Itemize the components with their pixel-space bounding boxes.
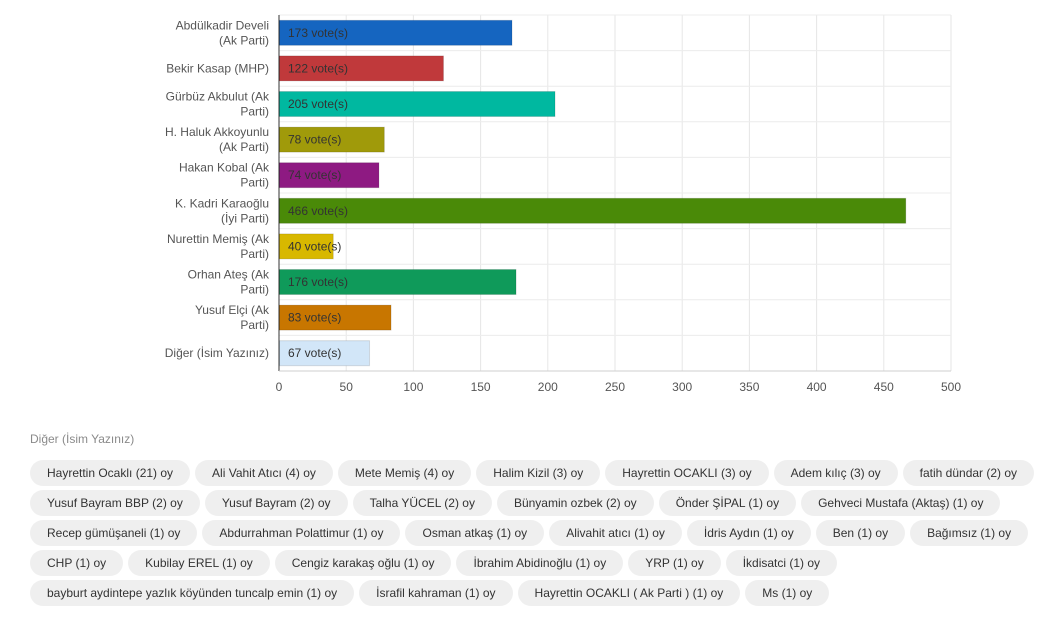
x-tick-label: 0 (276, 380, 283, 394)
other-entry-chip[interactable]: Kubilay EREL (1) oy (128, 550, 270, 576)
x-tick-label: 350 (739, 380, 759, 394)
bar (279, 91, 556, 117)
other-entry-chip[interactable]: Gehveci Mustafa (Aktaş) (1) oy (801, 490, 1001, 516)
category-label: Hakan Kobal (Ak Parti) (179, 161, 270, 190)
bar (279, 126, 385, 153)
bar-value-label: 176 vote(s) (288, 275, 348, 289)
bar (279, 197, 907, 224)
category-label: Yusuf Elçi (Ak Parti) (195, 303, 270, 332)
x-tick-label: 150 (471, 380, 491, 394)
other-entry-chip[interactable]: Hayrettin Ocaklı (21) oy (30, 460, 191, 486)
category-label: K. Kadri Karaoğlu (İyi Parti) (175, 196, 269, 225)
other-entry-chip[interactable]: Bağımsız (1) oy (910, 520, 1029, 546)
other-entry-chip[interactable]: Ali Vahit Atıcı (4) oy (195, 460, 333, 486)
bar (279, 340, 371, 367)
bar (279, 233, 334, 260)
other-entry-chip[interactable]: Abdurrahman Polattimur (1) oy (202, 520, 401, 546)
x-tick-label: 250 (605, 380, 625, 394)
bar (279, 162, 380, 189)
other-entry-chip[interactable]: Hayrettin OCAKLI (3) oy (605, 460, 769, 486)
other-entry-chip[interactable]: Alivahit atıcı (1) oy (549, 520, 682, 546)
bar-value-label: 173 vote(s) (288, 26, 348, 40)
category-label: Diğer (İsim Yazınız) (165, 346, 269, 360)
category-label: H. Haluk Akkoyunlu (Ak Parti) (165, 125, 269, 154)
bar (279, 304, 392, 331)
bar-value-label: 40 vote(s) (288, 239, 341, 253)
other-entry-chip[interactable]: Hayrettin OCAKLI ( Ak Parti ) (1) oy (517, 580, 741, 606)
other-entry-chip[interactable]: YRP (1) oy (628, 550, 721, 576)
bar-value-label: 67 vote(s) (288, 346, 341, 360)
bar (279, 269, 517, 295)
other-entry-chip[interactable]: Yusuf Bayram BBP (2) oy (30, 490, 200, 516)
bar-value-label: 78 vote(s) (288, 133, 341, 147)
other-entry-chip[interactable]: Ms (1) oy (745, 580, 830, 606)
other-entry-chip[interactable]: Recep gümüşaneli (1) oy (30, 520, 198, 546)
category-label: Nurettin Memiş (Ak Parti) (167, 232, 270, 261)
bar (279, 19, 513, 46)
bar (279, 55, 444, 82)
other-entry-chip[interactable]: fatih dündar (2) oy (902, 460, 1035, 486)
x-tick-label: 300 (672, 380, 692, 394)
bar-value-label: 122 vote(s) (288, 61, 348, 75)
other-entry-chip[interactable]: İdris Aydın (1) oy (686, 520, 811, 546)
x-tick-label: 500 (941, 380, 961, 394)
category-label: Orhan Ateş (Ak Parti) (188, 268, 270, 297)
bar-value-label: 205 vote(s) (288, 97, 348, 111)
bar-value-label: 74 vote(s) (288, 168, 341, 182)
bar-chart: 0 50 100 150 200 250 300 350 400 450 500 Abdülkadir… (165, 14, 961, 394)
other-entry-chip[interactable]: Mete Memiş (4) oy (337, 460, 472, 486)
x-tick-label: 450 (874, 380, 894, 394)
other-entry-chip[interactable]: Yusuf Bayram (2) oy (204, 490, 348, 516)
other-entry-chip[interactable]: Bünyamin ozbek (2) oy (496, 490, 654, 516)
other-section-title: Diğer (İsim Yazınız) (30, 432, 135, 446)
x-tick-label: 100 (403, 380, 423, 394)
bar-value-label: 466 vote(s) (288, 204, 348, 218)
other-entry-chip[interactable]: İkdisatci (1) oy (725, 550, 838, 576)
other-entry-chip[interactable]: Ben (1) oy (815, 520, 906, 546)
other-entries-list: Hayrettin Ocaklı (21) oy Ali Vahit Atıcı … (30, 460, 1040, 606)
other-entry-chip[interactable]: Osman atkaş (1) oy (405, 520, 545, 546)
bar-value-label: 83 vote(s) (288, 311, 341, 325)
category-label: Gürbüz Akbulut (Ak Parti) (166, 90, 270, 119)
category-label: Abdülkadir Develi (Ak Parti) (176, 18, 269, 47)
other-entry-chip[interactable]: Önder ŞİPAL (1) oy (658, 490, 797, 516)
other-entry-chip[interactable]: bayburt aydintepe yazlık köyünden tuncal… (30, 580, 355, 606)
x-tick-label: 200 (538, 380, 558, 394)
category-label: Bekir Kasap (MHP) (166, 61, 269, 75)
other-entry-chip[interactable]: CHP (1) oy (30, 550, 124, 576)
other-entry-chip[interactable]: Cengiz karakaş oğlu (1) oy (274, 550, 452, 576)
x-tick-label: 50 (340, 380, 354, 394)
other-entry-chip[interactable]: İsrafil kahraman (1) oy (359, 580, 513, 606)
other-entry-chip[interactable]: Talha YÜCEL (2) oy (352, 490, 492, 516)
other-entry-chip[interactable]: Adem kılıç (3) oy (773, 460, 898, 486)
x-tick-label: 400 (807, 380, 827, 394)
other-entry-chip[interactable]: Halim Kizil (3) oy (476, 460, 601, 486)
other-entry-chip[interactable]: İbrahim Abidinoğlu (1) oy (456, 550, 624, 576)
